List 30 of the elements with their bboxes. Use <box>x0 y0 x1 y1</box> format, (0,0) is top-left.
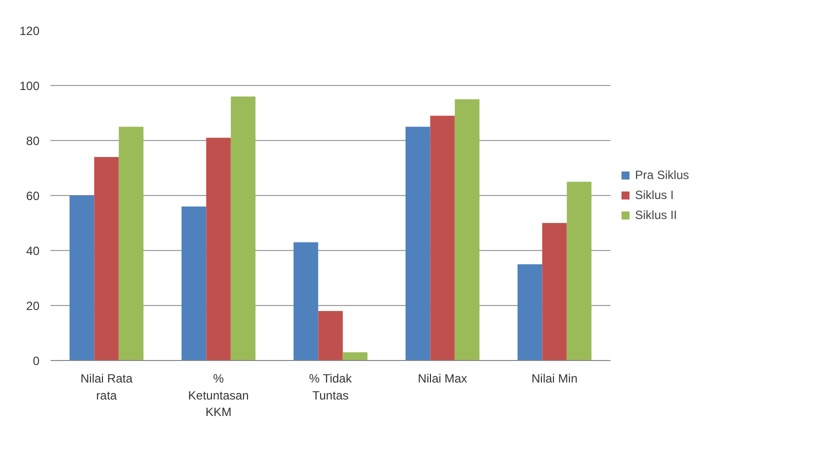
bar <box>70 196 94 360</box>
bar <box>518 264 542 360</box>
bar <box>566 182 592 360</box>
x-tick-label: % Ketuntasan KKM <box>188 372 249 420</box>
bar <box>230 96 256 360</box>
y-tick-label: 20 <box>26 299 40 313</box>
bar <box>542 223 567 360</box>
bar <box>206 138 231 360</box>
y-tick-label: 60 <box>26 189 40 203</box>
y-tick-label: 0 <box>32 354 40 368</box>
bar <box>406 126 430 360</box>
bar <box>294 242 318 360</box>
x-tick-label: Nilai Rata rata <box>80 372 133 402</box>
bar <box>318 311 343 360</box>
y-tick-label: 100 <box>19 79 40 93</box>
x-tick-label: Nilai Max <box>418 372 468 386</box>
y-tick-label: 40 <box>26 244 40 258</box>
legend-label: Siklus I <box>635 188 674 202</box>
bar <box>342 352 368 360</box>
bar <box>454 99 480 360</box>
y-tick-label: 80 <box>26 134 40 148</box>
legend-label: Pra Siklus <box>635 168 690 182</box>
bar <box>94 157 119 360</box>
bar <box>430 116 455 360</box>
x-tick-label: Nilai Min <box>531 372 578 386</box>
legend-label: Siklus II <box>635 208 678 222</box>
y-tick-label: 120 <box>19 24 40 38</box>
bar <box>118 126 144 360</box>
x-tick-label: % Tidak Tuntas <box>309 372 353 402</box>
bar <box>182 206 206 360</box>
